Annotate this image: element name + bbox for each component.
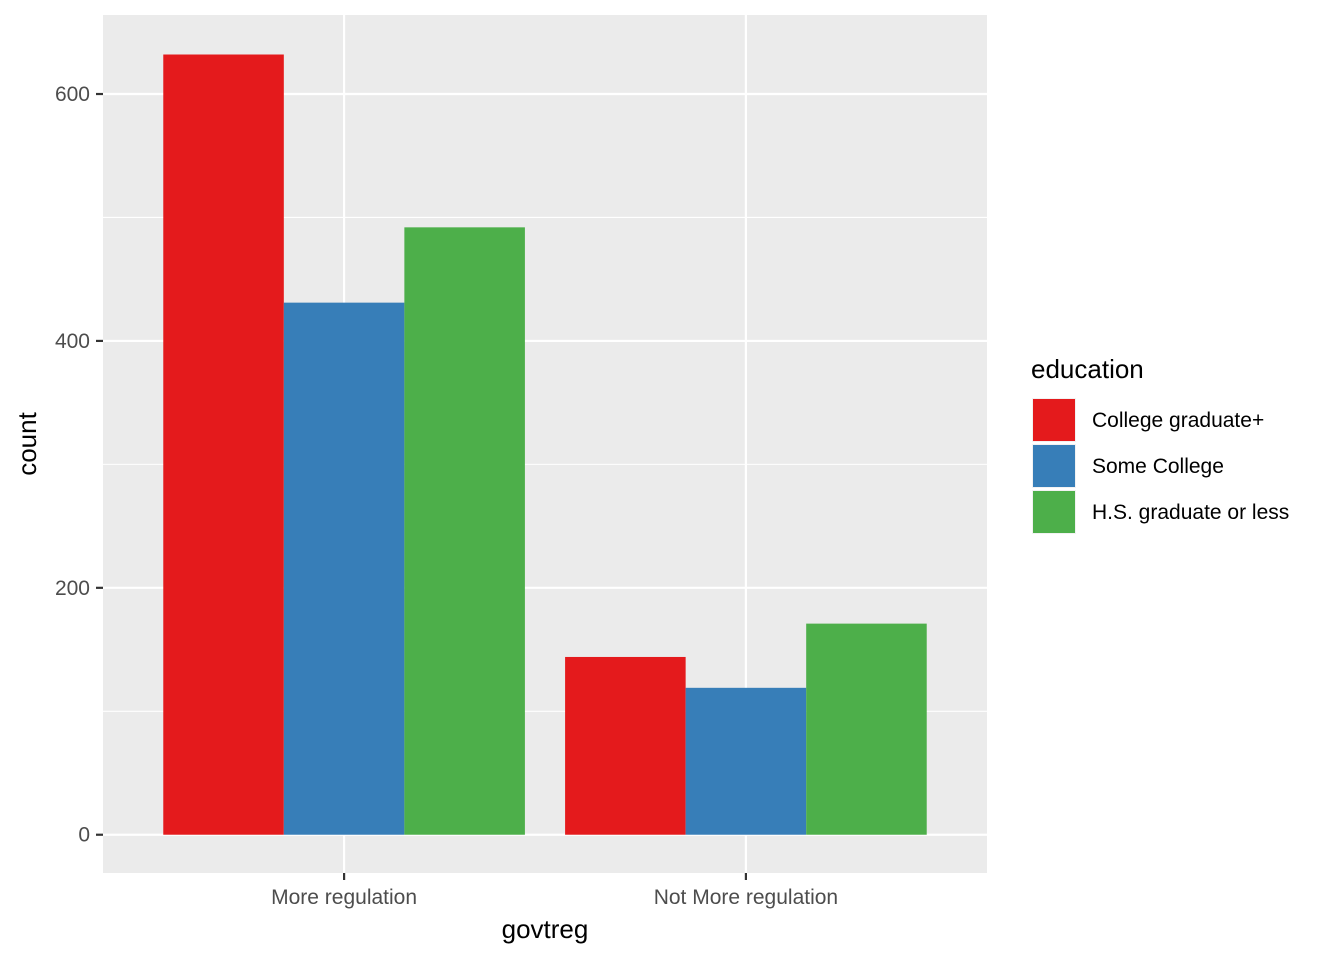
bar: [565, 656, 686, 835]
legend-swatch: [1033, 445, 1075, 487]
y-tick-label: 400: [55, 330, 90, 353]
legend-label: H.S. graduate or less: [1092, 501, 1289, 524]
legend-label: Some College: [1092, 455, 1224, 478]
y-tick-label: 600: [55, 83, 90, 106]
y-axis: 0 200 400 600: [55, 83, 103, 847]
bar: [404, 227, 525, 835]
x-axis: More regulation Not More regulation: [271, 873, 838, 909]
legend-title: education: [1031, 354, 1144, 384]
legend-items: College graduate+ Some College H.S. gradua…: [1032, 398, 1289, 534]
x-tick-label: More regulation: [271, 886, 417, 909]
bar: [685, 687, 807, 835]
legend-swatch: [1033, 491, 1075, 533]
bar: [163, 54, 284, 835]
legend-label: College graduate+: [1092, 409, 1264, 432]
y-tick-label: 0: [78, 824, 90, 847]
bar: [806, 623, 927, 835]
x-axis-title: govtreg: [502, 914, 589, 944]
y-axis-title: count: [12, 411, 42, 475]
legend: education College graduate+ Some College H…: [1031, 354, 1289, 534]
y-tick-label: 200: [55, 577, 90, 600]
x-tick-label: Not More regulation: [654, 886, 838, 909]
bar: [283, 302, 405, 835]
bars: [163, 54, 927, 835]
legend-swatch: [1033, 399, 1075, 441]
